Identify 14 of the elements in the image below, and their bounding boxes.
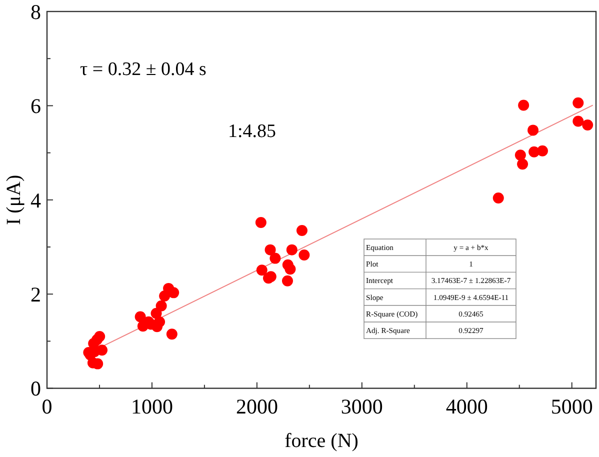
x-tick-label: 4000 bbox=[446, 394, 488, 418]
x-axis-title: force (N) bbox=[284, 430, 358, 452]
x-tick-label: 1000 bbox=[130, 394, 173, 418]
y-tick-label: 0 bbox=[30, 376, 41, 401]
x-tick-label: 5000 bbox=[550, 394, 593, 418]
y-tick-label: 2 bbox=[30, 282, 41, 306]
y-axis-title: I (μA) bbox=[3, 174, 25, 225]
y-tick-label: 6 bbox=[30, 94, 41, 118]
y-tick-label: 8 bbox=[30, 0, 41, 24]
y-tick-label: 4 bbox=[30, 188, 42, 212]
annotation: 1:4.85 bbox=[228, 121, 276, 142]
annotation: τ = 0.32 ± 0.04 s bbox=[80, 59, 206, 80]
x-tick-label: 3000 bbox=[340, 394, 383, 418]
x-tick-label: 2000 bbox=[236, 394, 278, 418]
